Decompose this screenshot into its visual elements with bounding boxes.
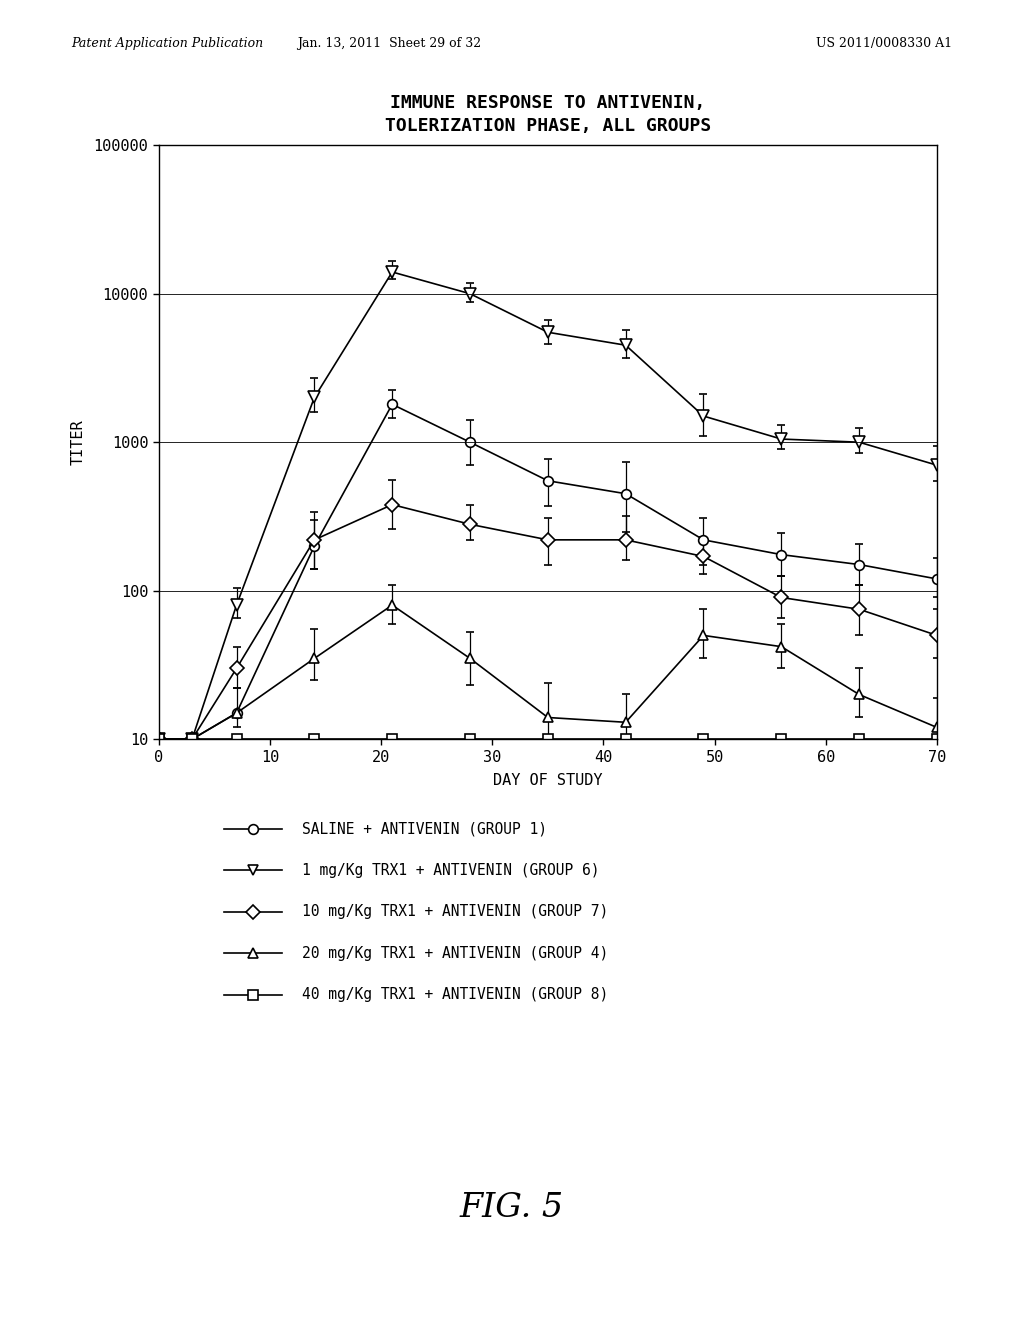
Text: Jan. 13, 2011  Sheet 29 of 32: Jan. 13, 2011 Sheet 29 of 32 (297, 37, 481, 50)
Text: 1 mg/Kg TRX1 + ANTIVENIN (GROUP 6): 1 mg/Kg TRX1 + ANTIVENIN (GROUP 6) (302, 863, 599, 878)
Y-axis label: TITER: TITER (71, 420, 85, 465)
Text: FIG. 5: FIG. 5 (460, 1192, 564, 1224)
Text: US 2011/0008330 A1: US 2011/0008330 A1 (816, 37, 952, 50)
X-axis label: DAY OF STUDY: DAY OF STUDY (494, 774, 602, 788)
Text: 10 mg/Kg TRX1 + ANTIVENIN (GROUP 7): 10 mg/Kg TRX1 + ANTIVENIN (GROUP 7) (302, 904, 608, 919)
Text: 40 mg/Kg TRX1 + ANTIVENIN (GROUP 8): 40 mg/Kg TRX1 + ANTIVENIN (GROUP 8) (302, 987, 608, 1002)
Text: Patent Application Publication: Patent Application Publication (72, 37, 264, 50)
Text: 20 mg/Kg TRX1 + ANTIVENIN (GROUP 4): 20 mg/Kg TRX1 + ANTIVENIN (GROUP 4) (302, 945, 608, 961)
Title: IMMUNE RESPONSE TO ANTIVENIN,
TOLERIZATION PHASE, ALL GROUPS: IMMUNE RESPONSE TO ANTIVENIN, TOLERIZATI… (385, 94, 711, 136)
Text: SALINE + ANTIVENIN (GROUP 1): SALINE + ANTIVENIN (GROUP 1) (302, 821, 547, 836)
